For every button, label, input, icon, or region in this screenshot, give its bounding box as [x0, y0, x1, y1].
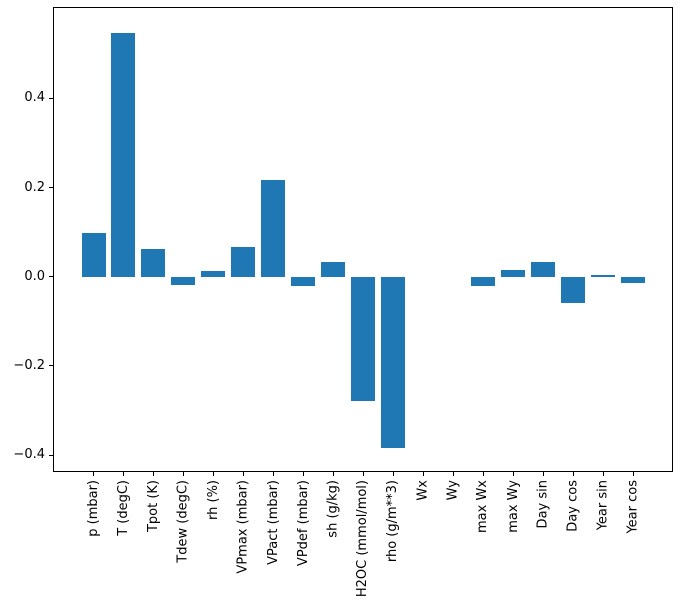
x-tick-label-year-cos: Year cos [625, 479, 641, 534]
x-tick-label-rho-g-m-3: rho (g/m**3) [385, 479, 401, 562]
y-tick-label: 0.0 [24, 268, 45, 284]
x-tick-label-tdew-degc: Tdew (degC) [175, 479, 191, 563]
y-tick-mark [48, 187, 53, 189]
y-tick-label: 0.4 [24, 90, 45, 106]
x-tick-label-vpmax-mbar: VPmax (mbar) [235, 479, 251, 574]
x-tick-label-vpact-mbar: VPact (mbar) [265, 479, 281, 565]
bar-p-mbar [81, 232, 106, 277]
x-tick-label-t-degc: T (degC) [115, 479, 131, 536]
plot-area [53, 7, 673, 472]
y-tick-mark [48, 97, 53, 99]
x-tick-mark [303, 471, 305, 476]
x-tick-label-wy: Wy [445, 479, 461, 500]
bar-tdew-degc [171, 276, 196, 286]
x-tick-mark [452, 471, 454, 476]
x-tick-label-year-sin: Year sin [595, 479, 611, 530]
bar-rho-g-m-3 [381, 276, 405, 448]
x-tick-mark [183, 471, 185, 476]
x-tick-mark [123, 471, 125, 476]
bar-rh [201, 270, 226, 277]
x-tick-mark [153, 471, 155, 476]
bar-year-sin [590, 275, 615, 277]
x-tick-label-wx: Wx [415, 479, 431, 501]
x-tick-label-day-cos: Day cos [565, 479, 581, 532]
y-tick-mark [48, 365, 53, 367]
y-tick-mark [48, 454, 53, 456]
x-tick-mark [93, 471, 95, 476]
bar-h2oc-mmol-mol [351, 276, 375, 401]
x-tick-mark [422, 471, 424, 476]
x-tick-mark [632, 471, 634, 476]
bar-sh-g-kg [321, 262, 346, 277]
bar-vpact-mbar [261, 179, 286, 277]
x-tick-label-rh: rh (%) [205, 479, 221, 520]
x-tick-mark [333, 471, 334, 476]
x-tick-mark [243, 471, 245, 476]
x-tick-mark [482, 471, 484, 476]
bar-year-cos [620, 276, 645, 284]
x-tick-label-sh-g-kg: sh (g/kg) [325, 479, 341, 538]
y-tick-label: 0.2 [24, 179, 45, 195]
x-tick-mark [512, 471, 514, 476]
bar-vpdef-mbar [291, 276, 316, 286]
bar-vpmax-mbar [231, 247, 256, 277]
x-tick-label-max-wx: max Wx [475, 479, 491, 533]
y-tick-label: −0.4 [13, 447, 45, 462]
x-tick-mark [363, 471, 364, 476]
x-tick-mark [572, 471, 574, 476]
bar-max-wy [500, 270, 525, 277]
x-tick-mark [213, 471, 215, 476]
x-tick-label-vpdef-mbar: VPdef (mbar) [295, 479, 311, 566]
x-tick-label-p-mbar: p (mbar) [85, 479, 101, 537]
x-tick-label-max-wy: max Wy [505, 479, 521, 533]
bar-day-sin [530, 262, 555, 277]
bar-max-wx [470, 276, 495, 286]
bar-t-degc [111, 32, 136, 277]
x-tick-mark [393, 471, 394, 476]
x-tick-label-h2oc-mmol-mol: H2OC (mmol/mol) [355, 479, 371, 597]
x-tick-label-day-sin: Day sin [535, 479, 551, 528]
x-tick-label-tpot-k: Tpot (K) [145, 479, 161, 532]
x-tick-mark [542, 471, 544, 476]
bar-day-cos [560, 276, 585, 303]
x-tick-mark [273, 471, 275, 476]
x-tick-mark [602, 471, 604, 476]
bar-tpot-k [141, 248, 166, 277]
y-tick-label: −0.2 [13, 357, 45, 373]
y-tick-mark [48, 276, 53, 278]
